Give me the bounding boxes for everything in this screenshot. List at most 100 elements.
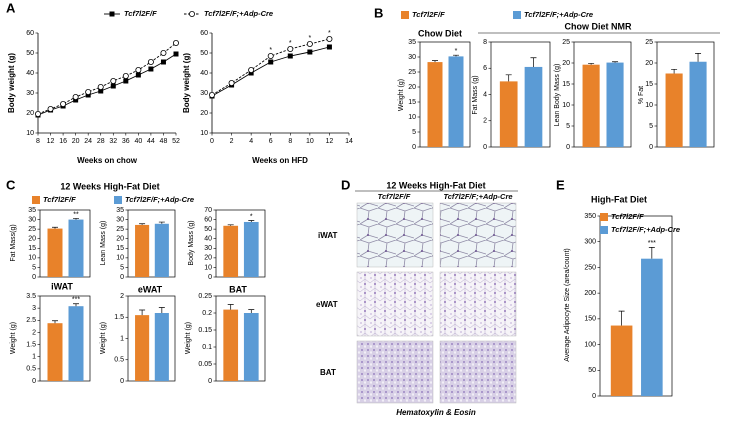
error-bar [612, 61, 619, 63]
legend-label: Tcf7l2F/F;+Adp-Cre [125, 195, 194, 204]
y-tick-label: 30 [26, 90, 34, 97]
y-tick-label: 1 [120, 335, 124, 342]
point [172, 40, 179, 47]
annotation: ** [73, 211, 79, 218]
y-tick-label: 30 [116, 216, 124, 223]
x-tick-label: 2 [230, 138, 234, 145]
x-tick-label: 6 [269, 138, 273, 145]
error-bar [158, 221, 165, 224]
plot-frame [573, 41, 632, 148]
y-tick-label: 0 [208, 274, 212, 281]
y-tick-label: 10 [562, 102, 570, 109]
legend-swatch [401, 11, 409, 19]
x-tick-label: 8 [36, 138, 40, 145]
y-tick-label: 30 [204, 245, 212, 252]
y-tick-label: 40 [200, 70, 208, 77]
point [110, 83, 116, 89]
point [110, 78, 117, 85]
y-tick-label: 8 [483, 39, 487, 46]
histology-image [356, 271, 434, 337]
point [122, 73, 129, 80]
error-bar [248, 220, 255, 222]
y-tick-label: 0 [412, 144, 416, 151]
point [60, 101, 67, 108]
y-tick-label: 200 [584, 290, 596, 297]
y-tick-label: 20 [28, 236, 36, 243]
y-tick-label: 3 [32, 305, 36, 312]
y-tick-label: 5 [412, 129, 416, 136]
y-axis-label: Body weight (g) [182, 53, 191, 113]
bar [427, 62, 443, 147]
y-tick-label: 60 [204, 216, 212, 223]
point [160, 50, 167, 57]
point [267, 53, 274, 60]
error-bar [671, 68, 678, 74]
error-bar [227, 304, 234, 310]
error-bar [73, 303, 79, 307]
x-tick-label: 36 [122, 138, 130, 145]
error-bar [453, 54, 459, 57]
error-bar [530, 57, 537, 67]
x-axis-label: Weeks on chow [77, 156, 138, 165]
point [268, 59, 274, 65]
y-tick-label: 2 [32, 329, 36, 336]
bar [610, 325, 633, 396]
point [307, 49, 313, 55]
x-tick-label: 0 [210, 138, 214, 145]
bar [665, 73, 683, 147]
y-tick-label: 0 [649, 144, 653, 151]
histology-caption: Hematoxylin & Eosin [396, 408, 476, 417]
legend-label: Tcf7l2F/F [124, 9, 157, 18]
point [85, 89, 92, 96]
legend-marker [188, 10, 195, 17]
point [98, 88, 104, 94]
y-tick-label: 25 [116, 226, 124, 233]
y-tick-label: 0 [592, 393, 596, 400]
legend-swatch [600, 213, 608, 221]
y-tick-label: 6 [483, 65, 487, 72]
x-tick-label: 14 [345, 138, 353, 145]
bar [243, 313, 259, 381]
y-tick-label: 25 [562, 39, 570, 46]
point [135, 67, 142, 74]
y-tick-label: 50 [588, 367, 596, 374]
y-tick-label: 1.5 [114, 314, 124, 321]
x-tick-label: 4 [249, 138, 253, 145]
y-tick-label: 0 [32, 378, 36, 385]
x-tick-label: 10 [306, 138, 314, 145]
plot-frame [215, 295, 266, 382]
error-bar [52, 226, 58, 229]
histology-image [439, 340, 517, 404]
y-tick-label: 20 [204, 255, 212, 262]
bar [689, 61, 707, 147]
y-axis-label: Body weight (g) [7, 53, 16, 113]
y-tick-label: 1 [32, 354, 36, 361]
x-tick-label: 12 [326, 138, 334, 145]
y-tick-label: 20 [645, 60, 653, 67]
y-tick-label: 1.5 [26, 341, 36, 348]
histology-panel: D 12 Weeks High-Fat Diet Tcf7l2F/F Tcf7l… [316, 177, 518, 417]
point [248, 67, 255, 74]
bar [68, 219, 84, 277]
y-axis-label: Average Adipocyte Size (area/count) [564, 248, 571, 362]
y-tick-label: 5 [566, 123, 570, 130]
y-tick-label: 40 [204, 236, 212, 243]
panel-label: A [6, 0, 16, 15]
bar [448, 56, 464, 147]
panel-label: B [374, 5, 383, 20]
y-tick-label: 10 [204, 264, 212, 271]
y-tick-label: 0.2 [202, 310, 212, 317]
y-tick-label: 3.5 [26, 293, 36, 300]
error-bar [695, 52, 702, 62]
y-tick-label: 10 [26, 130, 34, 137]
bar [582, 64, 600, 147]
y-tick-label: 20 [562, 60, 570, 67]
y-tick-label: 15 [28, 245, 36, 252]
y-tick-label: 150 [584, 316, 596, 323]
point [173, 51, 179, 57]
histology-image [356, 202, 434, 268]
error-bar [139, 309, 146, 316]
y-tick-label: 50 [26, 50, 34, 57]
plot-frame [419, 41, 471, 148]
